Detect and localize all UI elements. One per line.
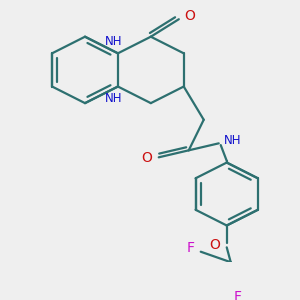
Text: F: F xyxy=(234,290,242,300)
Text: O: O xyxy=(209,238,220,252)
Text: F: F xyxy=(187,241,195,255)
Text: O: O xyxy=(141,151,152,165)
Text: NH: NH xyxy=(105,92,123,105)
Text: NH: NH xyxy=(105,34,123,48)
Text: O: O xyxy=(184,9,195,23)
Text: NH: NH xyxy=(224,134,242,147)
